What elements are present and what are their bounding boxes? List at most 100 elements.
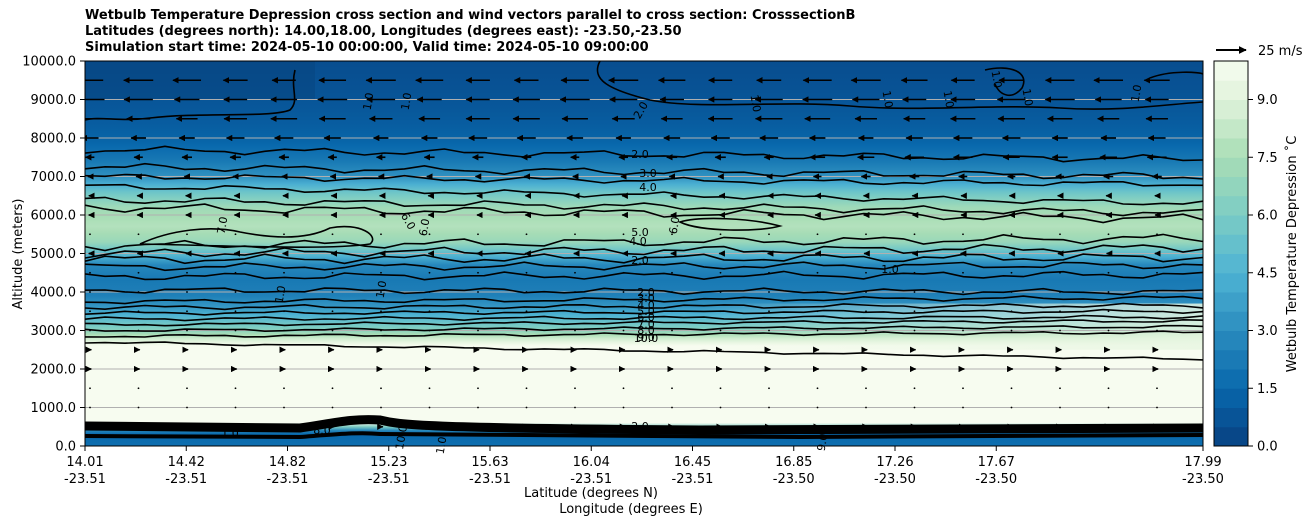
colorbar-tick-label: 4.5 bbox=[1257, 266, 1278, 281]
wind-vector bbox=[137, 233, 140, 236]
wind-vector bbox=[234, 387, 237, 390]
wind-vector bbox=[186, 233, 188, 236]
contour-line bbox=[85, 295, 1203, 305]
x-tick-label-lon: -23.51 bbox=[570, 472, 612, 487]
wind-vector bbox=[962, 310, 964, 313]
colorbar: 0.0 1.5 3.0 4.5 6.0 7.5 9.0 bbox=[1213, 60, 1278, 455]
wind-vector bbox=[428, 387, 431, 390]
colorbar-tick-label: 6.0 bbox=[1257, 209, 1278, 224]
contour-line bbox=[85, 318, 1203, 327]
wind-vector bbox=[574, 329, 576, 332]
wind-vector bbox=[234, 291, 237, 293]
wind-vector bbox=[816, 310, 819, 313]
wind-vector bbox=[913, 233, 916, 236]
contour-line bbox=[85, 330, 1203, 338]
wind-vector bbox=[380, 387, 382, 390]
wind-vector bbox=[477, 310, 479, 313]
colorbar-segment bbox=[1214, 195, 1248, 216]
contour-line-layer bbox=[85, 61, 1203, 440]
wind-vector bbox=[622, 271, 625, 274]
wind-vector bbox=[234, 271, 237, 274]
wind-vector bbox=[1107, 291, 1110, 293]
contour-line bbox=[85, 287, 1203, 296]
wind-vector bbox=[719, 310, 722, 313]
wind-vector bbox=[1107, 310, 1110, 313]
wind-vector bbox=[477, 291, 479, 293]
x-tick-label-lat: 16.85 bbox=[775, 455, 812, 470]
wind-vector bbox=[1059, 387, 1061, 390]
wind-vector bbox=[137, 271, 140, 274]
wind-vector bbox=[865, 406, 867, 409]
contour-label: 7.0 bbox=[215, 216, 231, 235]
contour-line bbox=[85, 145, 1203, 163]
wind-vector bbox=[574, 387, 576, 390]
wind-vector bbox=[186, 310, 188, 313]
wind-vector bbox=[768, 387, 770, 390]
x-axis-label-latitude: Latitude (degrees N) bbox=[524, 486, 658, 501]
y-tick-label: 6000.0 bbox=[31, 209, 77, 224]
wind-vector bbox=[1156, 310, 1158, 313]
wind-vector bbox=[234, 406, 237, 409]
y-tick-label: 10000.0 bbox=[22, 55, 76, 70]
x-tick-label-lon: -23.51 bbox=[672, 472, 714, 487]
contour-label: 2.0 bbox=[631, 148, 649, 161]
wind-vector bbox=[186, 329, 188, 332]
colorbar-segment bbox=[1214, 157, 1248, 177]
wind-vector bbox=[331, 310, 334, 313]
colorbar-tick-label: 9.0 bbox=[1257, 93, 1278, 108]
x-tick-label-lat: 15.23 bbox=[370, 455, 407, 470]
wind-vector bbox=[525, 291, 528, 293]
colorbar-segment bbox=[1214, 407, 1248, 428]
wind-vector bbox=[1156, 233, 1158, 236]
wind-vector bbox=[962, 291, 964, 293]
colorbar-segment bbox=[1214, 61, 1248, 81]
wind-vector bbox=[574, 310, 576, 313]
y-tick-label: 4000.0 bbox=[31, 286, 77, 301]
contour-label: 2.0 bbox=[631, 254, 649, 267]
wind-vector bbox=[283, 233, 285, 236]
wind-vector bbox=[137, 387, 140, 390]
contour-line bbox=[85, 203, 1203, 224]
contour-loop bbox=[984, 67, 1025, 96]
wind-vector bbox=[816, 406, 819, 409]
wind-vector bbox=[331, 291, 334, 293]
contour-line bbox=[85, 314, 1203, 322]
wind-vector bbox=[574, 406, 576, 409]
wind-vector bbox=[913, 329, 916, 332]
wind-vector bbox=[671, 329, 673, 332]
wind-vector bbox=[380, 406, 382, 409]
wind-vector bbox=[89, 291, 91, 293]
wind-vector bbox=[380, 310, 382, 313]
contour-label: 3.0 bbox=[639, 167, 657, 180]
contour-label: 1.0 bbox=[629, 424, 647, 437]
wind-vector bbox=[768, 406, 770, 409]
wind-vector bbox=[671, 310, 673, 313]
colorbar-tick-label: 1.5 bbox=[1257, 382, 1278, 397]
wind-vector bbox=[622, 387, 625, 390]
wind-vector bbox=[671, 233, 673, 236]
contour-label: 1.0 bbox=[748, 94, 764, 113]
colorbar-label: Wetbulb Temperature Depression ˚C bbox=[1284, 136, 1300, 373]
surface-contour-band bbox=[85, 431, 1203, 440]
contour-label: 1.0 bbox=[361, 92, 377, 111]
contour-label: 6.0 bbox=[417, 218, 433, 237]
colorbar-segment bbox=[1214, 176, 1248, 197]
x-tick-label-lat: 16.45 bbox=[674, 455, 711, 470]
wind-vector bbox=[428, 406, 431, 409]
contour-label: 6.0 bbox=[667, 216, 683, 235]
y-tick-label: 5000.0 bbox=[31, 247, 77, 262]
wind-vector bbox=[1156, 387, 1158, 390]
x-tick-label-lat: 16.04 bbox=[573, 455, 610, 470]
x-tick-label-lon: -23.51 bbox=[267, 472, 309, 487]
contour-line bbox=[85, 261, 1203, 272]
wind-vector bbox=[477, 406, 479, 409]
wind-vector bbox=[671, 271, 673, 274]
wind-vector bbox=[913, 310, 916, 313]
wind-vector bbox=[622, 310, 625, 313]
wind-key: 25 m/s bbox=[1216, 44, 1303, 59]
x-tick-label-lon: -23.51 bbox=[165, 472, 207, 487]
contour-label: 10.0 bbox=[634, 332, 659, 345]
wind-vector bbox=[380, 271, 382, 274]
wind-vector bbox=[331, 406, 334, 409]
colorbar-segment bbox=[1214, 311, 1248, 331]
